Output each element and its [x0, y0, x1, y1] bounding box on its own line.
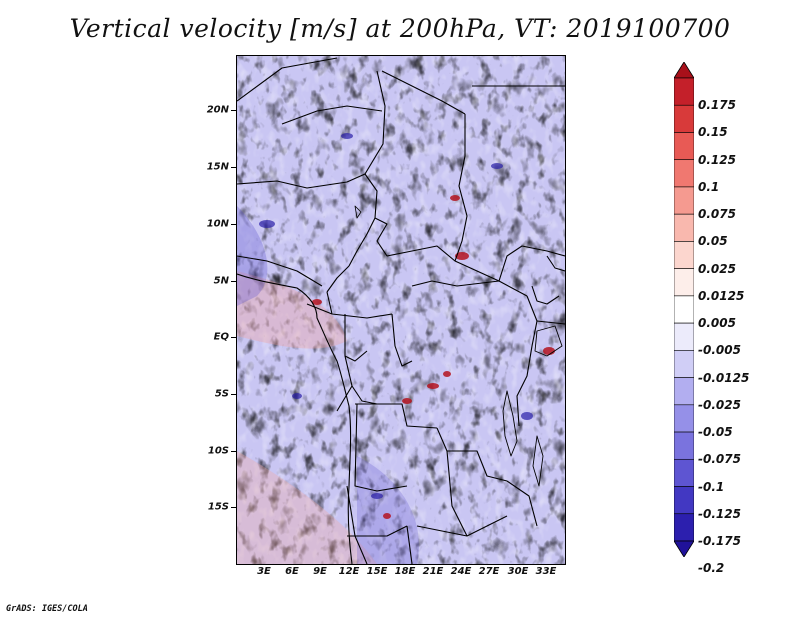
colorbar-swatch	[674, 159, 694, 188]
colorbar-top-arrow	[674, 62, 694, 79]
lat-tick	[231, 110, 236, 111]
colorbar-swatch	[674, 404, 694, 433]
colorbar-swatch	[674, 377, 694, 406]
colorbar-swatch	[674, 350, 694, 378]
colorbar-swatch	[674, 458, 694, 487]
lat-label-20n: 20N	[206, 104, 229, 116]
lon-label-12e: 12E	[338, 566, 360, 577]
lat-label-15n: 15N	[206, 161, 229, 173]
chart-title: Vertical velocity [m/s] at 200hPa, VT: 2…	[69, 14, 731, 43]
lat-tick	[231, 337, 236, 338]
map-panel	[236, 55, 566, 565]
colorbar-label: 0.0125	[698, 288, 745, 303]
colorbar-swatch	[674, 132, 694, 161]
lon-label-21e: 21E	[422, 566, 444, 577]
colorbar-swatch	[674, 77, 694, 106]
lon-label-27e: 27E	[478, 566, 500, 577]
colorbar-label: 0.005	[698, 316, 736, 331]
lat-label-10s: 10S	[207, 445, 229, 457]
colorbar-label: -0.075	[698, 452, 741, 467]
colorbar-swatch	[674, 295, 694, 324]
colorbar-label: 0.1	[698, 179, 720, 194]
lon-label-9e: 9E	[313, 566, 327, 577]
colorbar-swatch	[674, 104, 694, 133]
colorbar-swatch	[674, 186, 694, 215]
colorbar-label: 0.175	[698, 98, 736, 113]
colorbar-label: -0.025	[698, 397, 741, 412]
colorbar-swatch	[674, 268, 694, 297]
lat-label-5n: 5N	[213, 275, 229, 287]
lat-label-5s: 5S	[214, 388, 229, 400]
lon-label-18e: 18E	[394, 566, 416, 577]
lon-label-6e: 6E	[285, 566, 299, 577]
colorbar-label: 0.05	[698, 234, 728, 249]
velocity-field-map	[237, 56, 565, 564]
lon-label-33e: 33E	[535, 566, 557, 577]
colorbar-label: 0.025	[698, 261, 736, 276]
colorbar	[674, 62, 694, 557]
lat-tick	[231, 167, 236, 168]
lat-tick	[231, 451, 236, 452]
colorbar-swatch	[674, 513, 694, 542]
colorbar-label: 0.075	[698, 207, 736, 222]
lon-label-3e: 3E	[257, 566, 271, 577]
lat-label-15s: 15S	[207, 501, 229, 513]
colorbar-swatch	[674, 431, 694, 460]
colorbar-label: -0.175	[698, 534, 741, 548]
footer-credit: GrADS: IGES/COLA	[6, 604, 88, 614]
colorbar-label: 0.125	[698, 152, 736, 167]
lat-tick	[231, 507, 236, 508]
colorbar-label: -0.2	[698, 561, 725, 576]
colorbar-swatch	[674, 213, 694, 242]
colorbar-label: -0.05	[698, 425, 733, 440]
colorbar-bottom-arrow	[674, 540, 694, 557]
lon-label-30e: 30E	[507, 566, 529, 577]
colorbar-swatch	[674, 322, 694, 351]
lat-tick	[231, 281, 236, 282]
colorbar-label: -0.005	[698, 343, 741, 358]
colorbar-label: 0.15	[698, 125, 728, 140]
lat-tick	[231, 224, 236, 225]
lat-tick	[231, 394, 236, 395]
lat-label-10n: 10N	[206, 218, 229, 230]
lon-label-24e: 24E	[450, 566, 472, 577]
colorbar-swatch	[674, 241, 694, 269]
colorbar-swatch	[674, 486, 694, 515]
lat-label-eq: EQ	[213, 331, 229, 343]
colorbar-label: -0.0125	[698, 370, 750, 385]
colorbar-label: -0.125	[698, 506, 741, 521]
colorbar-label: -0.1	[698, 479, 725, 494]
lon-label-15e: 15E	[366, 566, 388, 577]
